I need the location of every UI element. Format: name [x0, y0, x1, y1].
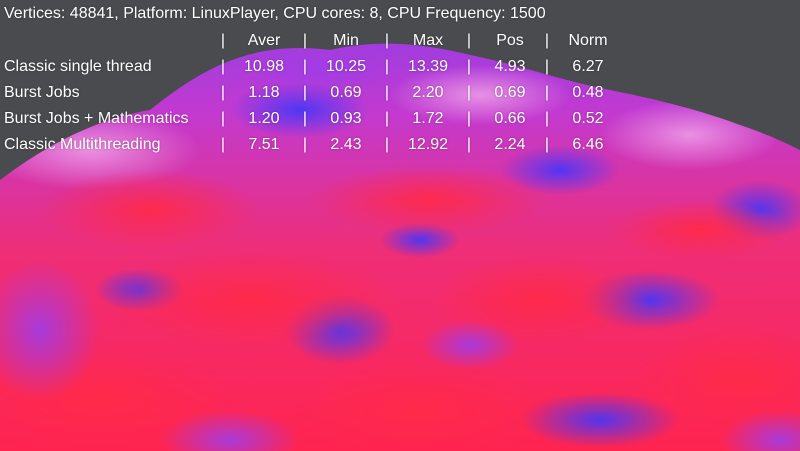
norm-value: 0.48	[572, 84, 604, 101]
pos-value: 2.24	[494, 136, 526, 153]
column-separator: |	[544, 110, 550, 127]
column-header-max: Max	[412, 32, 444, 49]
min-value: 0.93	[330, 110, 362, 127]
table-row: Burst Jobs + Mathematics | 1.20 | 0.93 |…	[0, 106, 800, 132]
aver-value: 7.51	[248, 136, 280, 153]
min-value: 0.69	[330, 84, 362, 101]
column-separator: |	[466, 84, 472, 101]
column-separator: |	[466, 32, 472, 49]
benchmark-overlay: Vertices: 48841, Platform: LinuxPlayer, …	[0, 0, 800, 170]
column-separator: |	[466, 136, 472, 153]
column-header-pos: Pos	[496, 32, 524, 49]
column-separator: |	[544, 136, 550, 153]
max-value: 1.72	[412, 110, 444, 127]
column-separator: |	[384, 136, 390, 153]
aver-value: 10.98	[243, 58, 285, 75]
column-separator: |	[220, 136, 226, 153]
max-value: 12.92	[407, 136, 449, 153]
max-value: 2.20	[412, 84, 444, 101]
column-separator: |	[302, 32, 308, 49]
norm-value: 0.52	[572, 110, 604, 127]
column-separator: |	[384, 58, 390, 75]
column-separator: |	[302, 110, 308, 127]
column-separator: |	[302, 84, 308, 101]
column-header-norm: Norm	[568, 32, 608, 49]
pos-value: 0.69	[494, 84, 526, 101]
column-separator: |	[384, 32, 390, 49]
aver-value: 1.18	[248, 84, 280, 101]
table-row: Classic single thread | 10.98 | 10.25 | …	[0, 54, 800, 80]
row-label: Classic Multithreading	[4, 136, 161, 153]
table-row: Burst Jobs | 1.18 | 0.69 | 2.20 | 0.69 |…	[0, 80, 800, 106]
norm-value: 6.27	[572, 58, 604, 75]
column-separator: |	[302, 58, 308, 75]
column-separator: |	[384, 110, 390, 127]
column-separator: |	[220, 110, 226, 127]
column-separator: |	[544, 32, 550, 49]
pos-value: 0.66	[494, 110, 526, 127]
column-separator: |	[466, 110, 472, 127]
column-header-min: Min	[333, 32, 359, 49]
system-info-text: Vertices: 48841, Platform: LinuxPlayer, …	[4, 5, 546, 22]
row-label: Burst Jobs	[4, 84, 80, 101]
column-separator: |	[220, 84, 226, 101]
min-value: 10.25	[325, 58, 367, 75]
column-separator: |	[466, 58, 472, 75]
row-label: Burst Jobs + Mathematics	[4, 110, 189, 127]
column-separator: |	[544, 84, 550, 101]
aver-value: 1.20	[248, 110, 280, 127]
column-separator: |	[384, 84, 390, 101]
table-header-row: | Aver | Min | Max | Pos | Norm	[0, 28, 800, 54]
max-value: 13.39	[407, 58, 449, 75]
column-separator: |	[302, 136, 308, 153]
row-label: Classic single thread	[4, 58, 152, 75]
column-separator: |	[544, 58, 550, 75]
min-value: 2.43	[330, 136, 362, 153]
norm-value: 6.46	[572, 136, 604, 153]
column-separator: |	[220, 32, 226, 49]
column-header-aver: Aver	[247, 32, 281, 49]
pos-value: 4.93	[494, 58, 526, 75]
column-separator: |	[220, 58, 226, 75]
table-row: Classic Multithreading | 7.51 | 2.43 | 1…	[0, 132, 800, 158]
